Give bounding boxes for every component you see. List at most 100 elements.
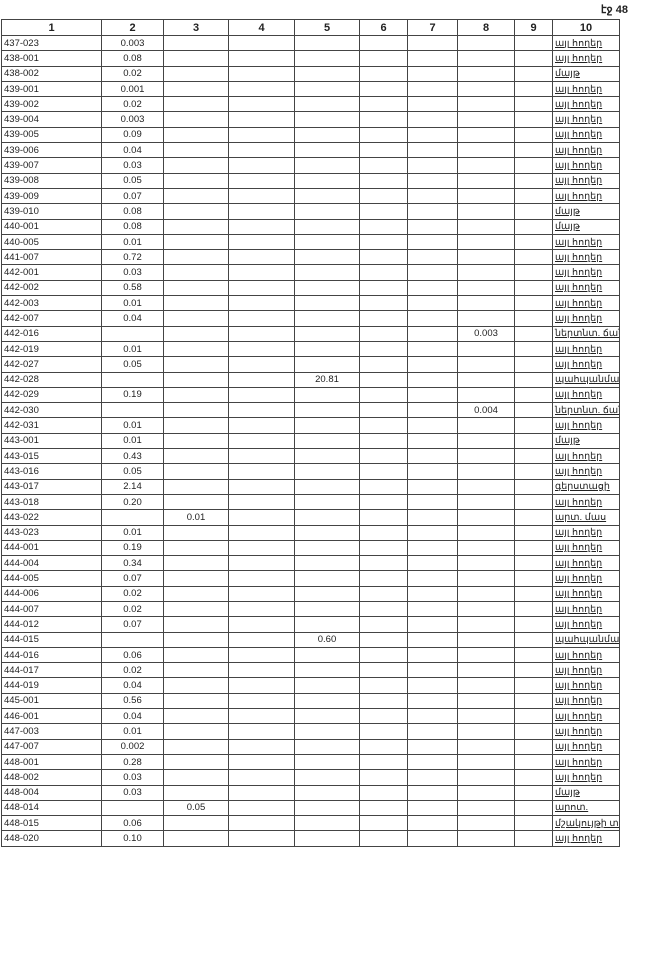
cell-col-6 — [359, 524, 408, 541]
cell-col-7 — [407, 65, 458, 82]
cell-col-4 — [228, 463, 295, 480]
table-row: 448-001 0.28 այլ հողեր — [1, 753, 620, 771]
cell-col-1: 439-010 — [1, 203, 102, 220]
cell-col-6 — [359, 708, 408, 725]
table-row: 439-002 0.02 այլ հողեր — [1, 96, 620, 113]
cell-col-1: 443-001 — [1, 432, 102, 450]
cell-col-8 — [457, 799, 515, 817]
cell-col-4 — [228, 815, 295, 832]
cell-col-10: այլ հողեր — [552, 616, 620, 633]
cell-col-6 — [359, 340, 408, 358]
cell-col-1: 444-005 — [1, 570, 102, 587]
cell-col-2 — [101, 325, 164, 342]
cell-col-9 — [514, 65, 553, 82]
table-row: 442-002 0.58 այլ հողեր — [1, 279, 620, 297]
cell-col-8 — [457, 463, 515, 480]
cell-col-6 — [359, 264, 408, 281]
cell-col-5 — [294, 233, 360, 251]
cell-col-8 — [457, 187, 515, 205]
cell-col-1: 444-017 — [1, 662, 102, 679]
cell-col-7 — [407, 784, 458, 801]
cell-col-1: 439-005 — [1, 126, 102, 144]
cell-col-2: 0.03 — [101, 784, 164, 801]
cell-col-1: 445-001 — [1, 692, 102, 710]
cell-col-9 — [514, 310, 553, 327]
cell-col-5 — [294, 524, 360, 541]
cell-col-4 — [228, 784, 295, 801]
table-row: 443-017 2.14 գերստացի — [1, 478, 620, 495]
cell-col-5 — [294, 65, 360, 82]
cell-col-5 — [294, 279, 360, 297]
table-row: 443-015 0.43 այլ հողեր — [1, 448, 620, 465]
cell-col-5 — [294, 432, 360, 450]
cell-col-4 — [228, 830, 295, 847]
cell-col-5 — [294, 386, 360, 404]
cell-col-9 — [514, 96, 553, 113]
cell-col-10: մայթ — [552, 203, 620, 220]
cell-col-9 — [514, 172, 553, 189]
cell-col-2: 0.05 — [101, 463, 164, 480]
cell-col-2: 0.003 — [101, 111, 164, 128]
table-row: 442-003 0.01 այլ հողեր — [1, 295, 620, 312]
cell-col-3 — [163, 203, 229, 220]
cell-col-6 — [359, 815, 408, 832]
cell-col-1: 442-030 — [1, 402, 102, 419]
cell-col-6 — [359, 539, 408, 557]
cell-col-3 — [163, 815, 229, 832]
cell-col-7 — [407, 325, 458, 342]
cell-col-1: 448-001 — [1, 753, 102, 771]
cell-col-8 — [457, 570, 515, 587]
cell-col-7 — [407, 646, 458, 664]
cell-col-2: 0.08 — [101, 218, 164, 235]
cell-col-1: 442-007 — [1, 310, 102, 327]
cell-col-9 — [514, 555, 553, 572]
cell-col-6 — [359, 80, 408, 98]
cell-col-1: 440-001 — [1, 218, 102, 235]
cell-col-9 — [514, 142, 553, 159]
cell-col-10: այլ հողեր — [552, 585, 620, 602]
cell-col-3 — [163, 662, 229, 679]
cell-col-9 — [514, 448, 553, 465]
cell-col-2: 0.04 — [101, 708, 164, 725]
cell-col-3 — [163, 708, 229, 725]
cell-col-8 — [457, 830, 515, 847]
cell-col-2: 0.05 — [101, 356, 164, 373]
cell-col-8: 0.004 — [457, 402, 515, 419]
cell-col-2: 0.05 — [101, 172, 164, 189]
cell-col-8 — [457, 34, 515, 52]
cell-col-8 — [457, 708, 515, 725]
cell-col-10: մայթ — [552, 218, 620, 235]
cell-col-6 — [359, 310, 408, 327]
cell-col-10: այլ հողեր — [552, 417, 620, 434]
cell-col-3 — [163, 570, 229, 587]
cell-col-9 — [514, 723, 553, 740]
cell-col-8 — [457, 769, 515, 786]
cell-col-10: այլ հողեր — [552, 340, 620, 358]
table-row: 442-028 20.81 պահպանման — [1, 371, 620, 388]
table-row: 444-015 0.60 պահպանման — [1, 631, 620, 648]
cell-col-10: մայթ — [552, 784, 620, 801]
land-table: 1 2 3 4 5 6 7 8 9 10 437-023 0.003 այլ հողեր 438-001… — [1, 19, 620, 847]
cell-col-9 — [514, 233, 553, 251]
cell-col-6 — [359, 830, 408, 847]
cell-col-4 — [228, 493, 295, 511]
cell-col-6 — [359, 279, 408, 297]
cell-col-4 — [228, 264, 295, 281]
cell-col-9 — [514, 585, 553, 602]
cell-col-1: 444-015 — [1, 631, 102, 648]
cell-col-8 — [457, 218, 515, 235]
cell-col-1: 444-004 — [1, 555, 102, 572]
cell-col-2: 0.07 — [101, 570, 164, 587]
cell-col-3 — [163, 386, 229, 404]
cell-col-10: այլ հողեր — [552, 279, 620, 297]
cell-col-7 — [407, 662, 458, 679]
cell-col-3 — [163, 402, 229, 419]
cell-col-2: 0.01 — [101, 340, 164, 358]
cell-col-7 — [407, 96, 458, 113]
cell-col-8 — [457, 356, 515, 373]
cell-col-2: 0.08 — [101, 203, 164, 220]
cell-col-7 — [407, 111, 458, 128]
table-row: 442-001 0.03 այլ հողեր — [1, 264, 620, 281]
cell-col-4 — [228, 662, 295, 679]
